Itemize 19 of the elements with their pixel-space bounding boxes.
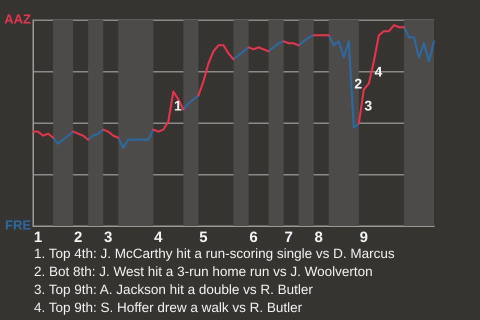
text: FRE: [5, 218, 32, 233]
x-tick-label: 4: [154, 229, 164, 246]
text: 1. Top 4th: J. McCarthy hit a run-scoring single vs D. Marcus: [34, 245, 395, 263]
x-tick-label: 9: [360, 229, 368, 246]
x-tick-label: 5: [199, 229, 208, 246]
x-tick-label: 1: [34, 229, 42, 246]
x-tick-label: 3: [104, 229, 112, 246]
x-tick-label: 7: [284, 229, 293, 246]
text: 4. Top 9th: S. Hoffer drew a walk vs R. Butler: [34, 299, 304, 317]
x-tick-label: 2: [74, 229, 82, 246]
x-tick-label: 8: [314, 229, 323, 246]
annotation: 2: [354, 75, 362, 92]
annotation: 1: [174, 97, 182, 114]
x-tick-label: 6: [249, 229, 258, 246]
text: 2. Bot 8th: J. West hit a 3-run home run vs J. Woolverton: [34, 263, 374, 281]
text: 3. Top 9th: A. Jackson hit a double vs R. Butler: [34, 281, 314, 299]
annotation: 3: [364, 97, 372, 114]
annotation: 4: [374, 63, 382, 80]
text: AAZ: [4, 12, 32, 27]
